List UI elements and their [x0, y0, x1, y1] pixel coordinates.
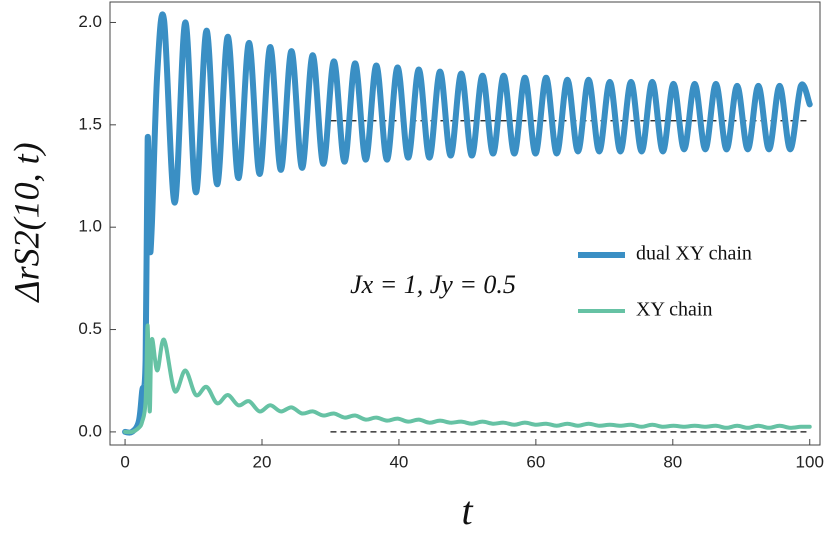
plot-frame: [109, 1, 821, 446]
x-tick-label: 20: [253, 452, 272, 471]
data-line: [122, 11, 813, 436]
y-tick-label: 1.0: [78, 217, 102, 236]
y-tick-label: 0.0: [78, 421, 102, 440]
x-axis-label: t: [461, 488, 473, 533]
legend-label: XY chain: [636, 299, 712, 321]
data-line: [123, 323, 812, 435]
y-tick-label: 2.0: [78, 12, 102, 31]
legend-label: dual XY chain: [636, 243, 752, 265]
x-tick-label: 40: [389, 452, 408, 471]
x-tick-label: 0: [120, 452, 129, 471]
x-tick-label: 100: [796, 452, 824, 471]
x-tick-label: 80: [663, 452, 682, 471]
y-tick-label: 0.5: [78, 319, 102, 338]
y-axis-label: ΔrS2(10, t): [6, 142, 46, 303]
annotation: Jx = 1, Jy = 0.5: [350, 270, 516, 299]
y-tick-label: 1.5: [78, 114, 102, 133]
x-tick-label: 60: [526, 452, 545, 471]
